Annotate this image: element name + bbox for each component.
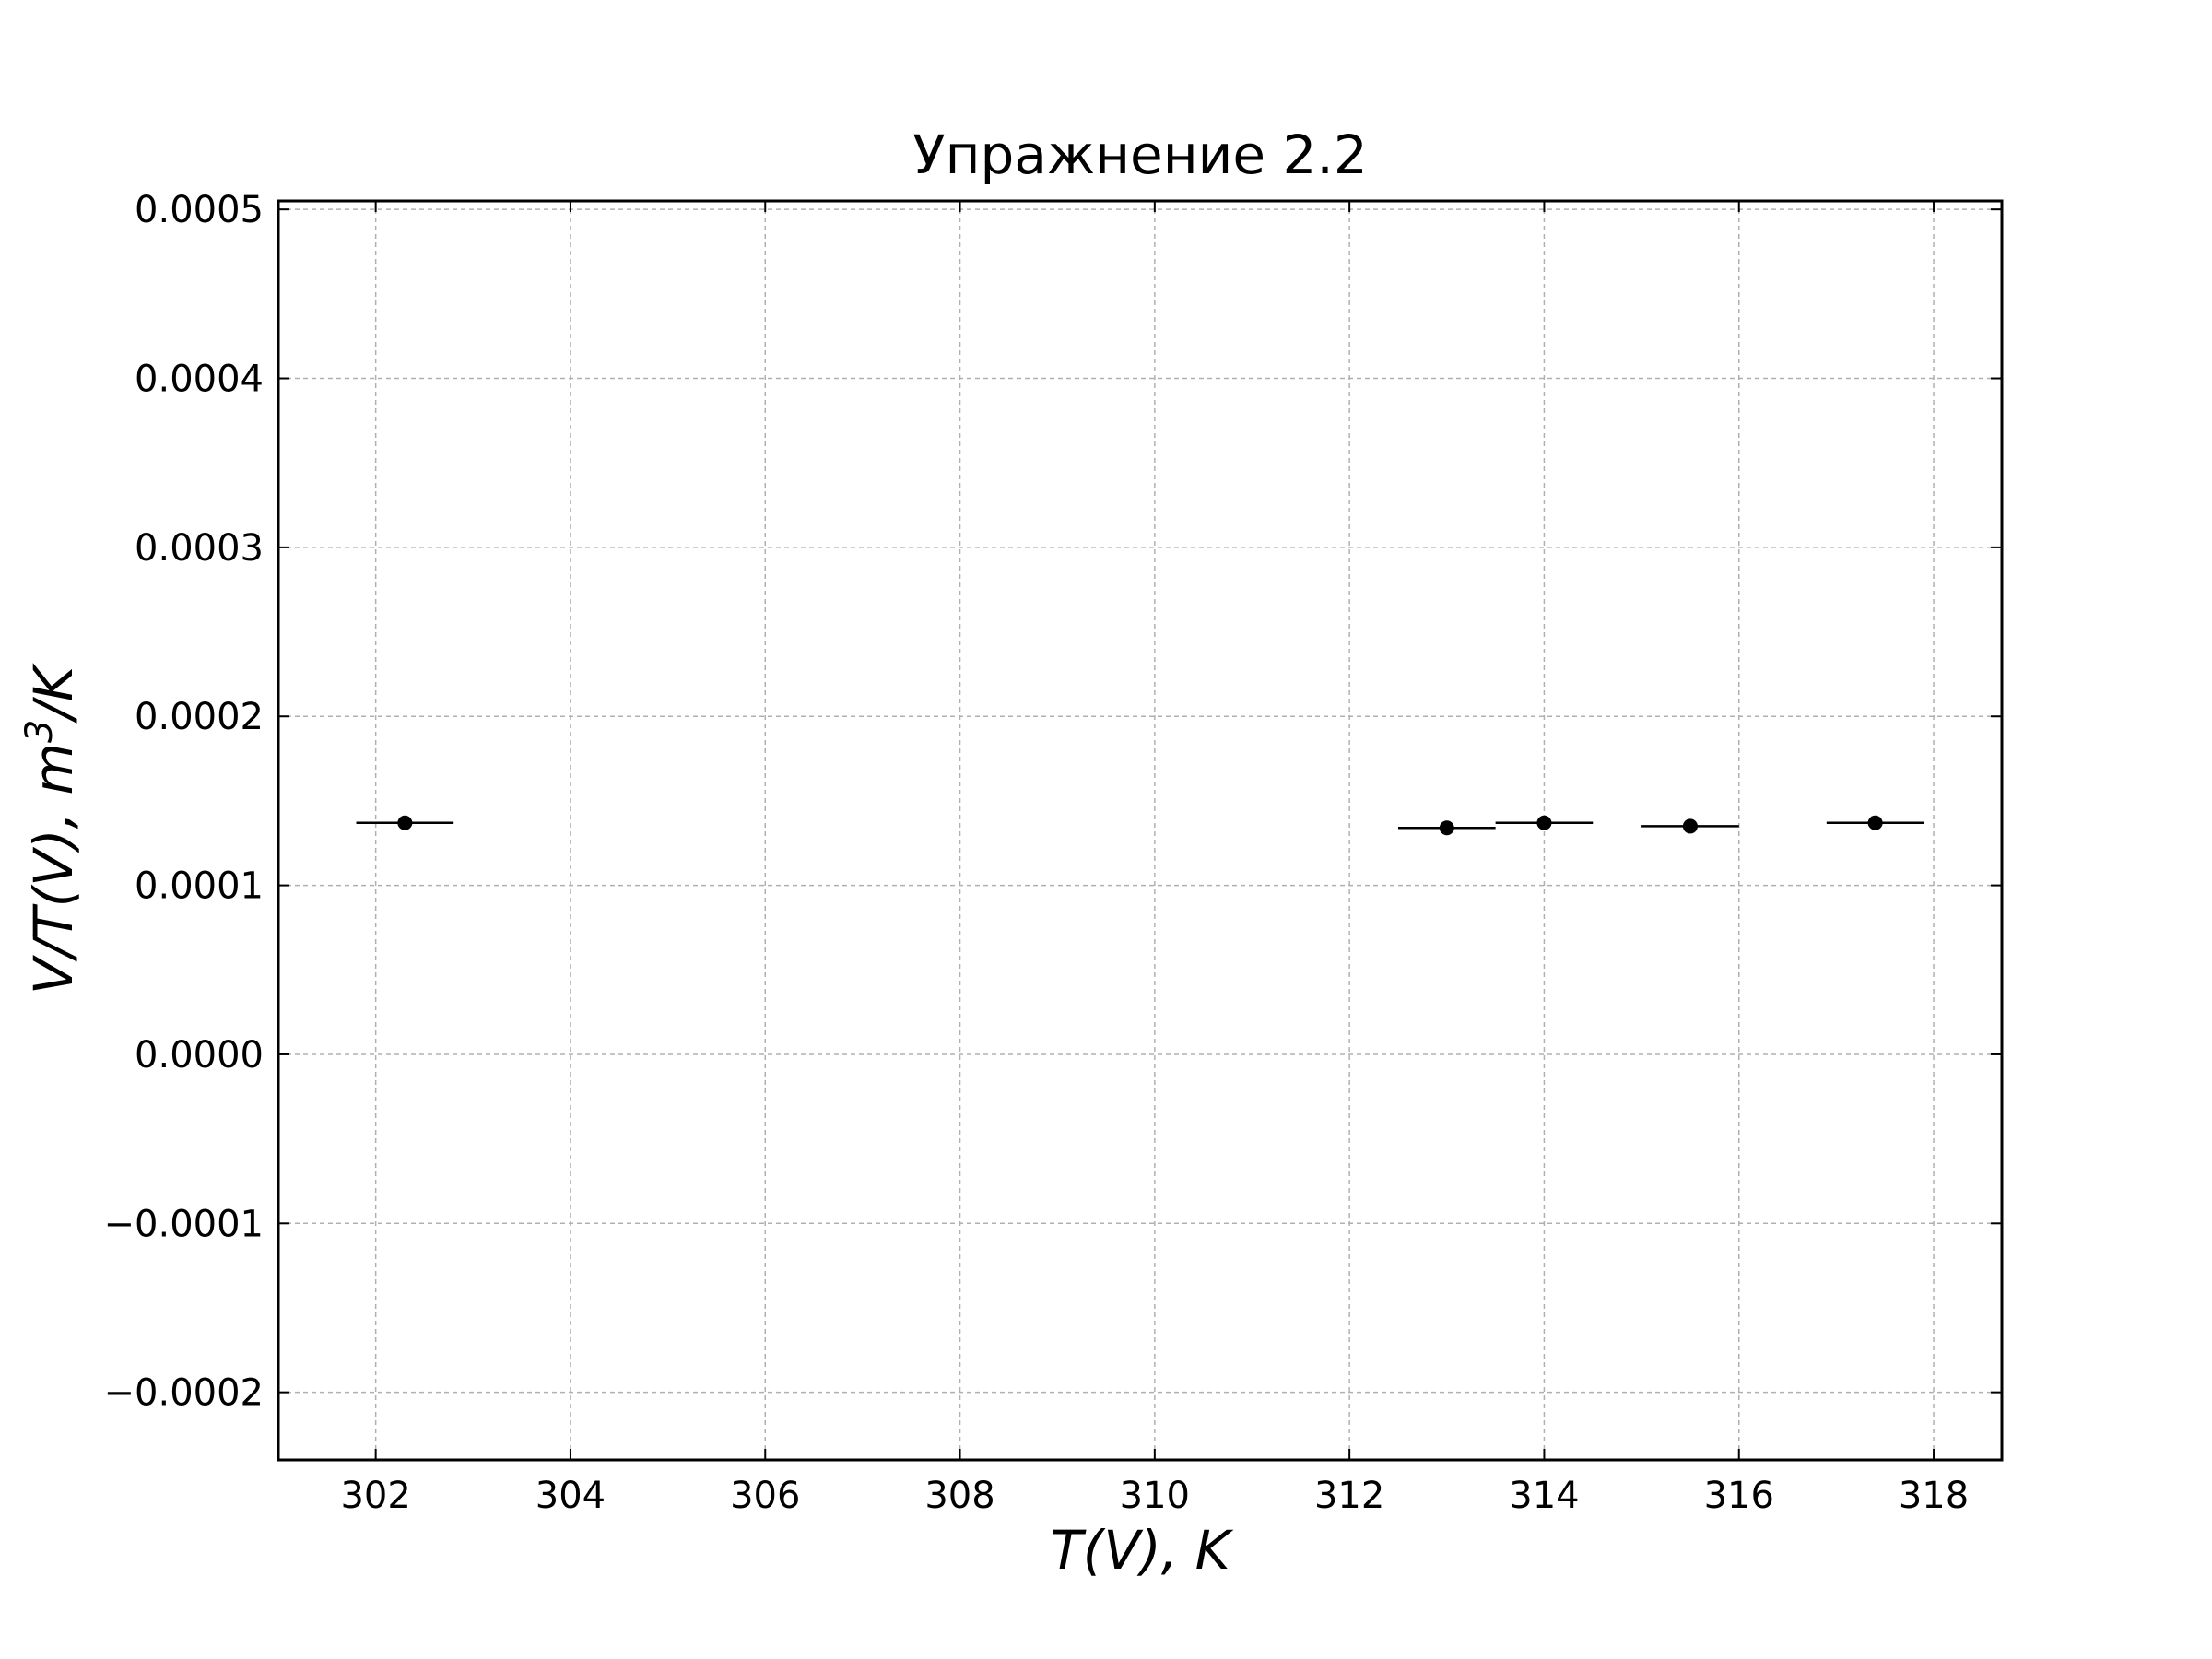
y-tick-label: −0.0001 [104, 1203, 264, 1245]
y-axis-label-tail: /K [22, 663, 85, 724]
y-tick-labels: −0.0002 −0.0001 0.0000 0.0001 0.0002 0.0003 0.… [104, 189, 264, 1414]
x-tick-labels: 302 304 306 308 310 312 314 316 318 [340, 1475, 1969, 1517]
x-tick-label: 310 [1120, 1475, 1190, 1517]
x-tick-label: 318 [1899, 1475, 1969, 1517]
x-tick-label: 314 [1509, 1475, 1579, 1517]
data-point [1439, 820, 1454, 836]
y-axis-label: V/T(V), m3/K [18, 663, 85, 994]
x-axis-label: T(V), K [1050, 1519, 1233, 1582]
x-tick-label: 316 [1704, 1475, 1774, 1517]
y-axis-label-main: V/T(V), m [22, 743, 85, 994]
x-tick-label: 306 [730, 1475, 800, 1517]
y-tick-label: 0.0002 [135, 696, 264, 738]
y-tick-label: 0.0000 [135, 1034, 264, 1077]
x-tick-label: 308 [924, 1475, 994, 1517]
data-point [1867, 815, 1883, 830]
x-tick-label: 302 [340, 1475, 410, 1517]
data-point [1536, 815, 1552, 830]
x-tick-label: 304 [535, 1475, 606, 1517]
y-tick-label: 0.0001 [135, 865, 264, 908]
data-point [397, 815, 413, 830]
data-points [356, 815, 1924, 836]
axis-ticks [278, 201, 2002, 1460]
x-tick-label: 312 [1314, 1475, 1384, 1517]
y-tick-label: 0.0003 [135, 527, 264, 570]
y-tick-label: 0.0004 [135, 359, 264, 401]
y-tick-label: 0.0005 [135, 189, 264, 231]
grid [278, 201, 2002, 1460]
data-point [1682, 818, 1698, 834]
chart-title: Упражнение 2.2 [912, 124, 1367, 186]
plot-area [276, 199, 2004, 1462]
y-tick-label: −0.0002 [104, 1372, 264, 1415]
y-axis-label-sup: 3 [18, 720, 61, 743]
